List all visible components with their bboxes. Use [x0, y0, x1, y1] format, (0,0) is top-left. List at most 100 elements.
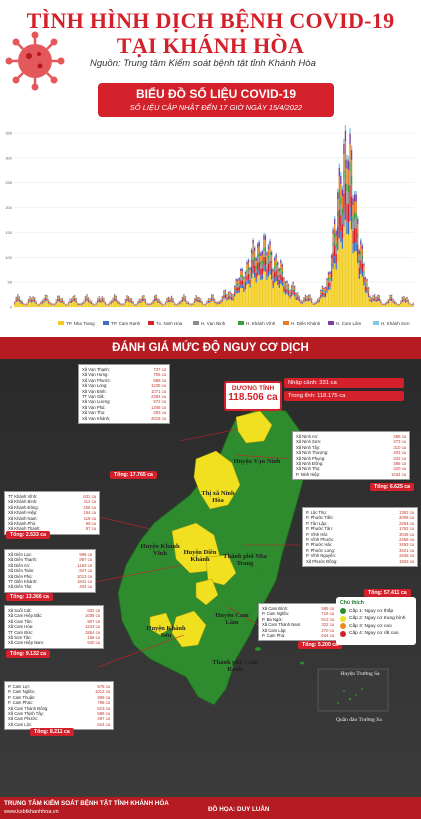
bar-segment: [87, 297, 90, 298]
ward-name: P. Cam Thuận:: [8, 694, 36, 700]
bar-segment: [223, 293, 225, 295]
bar-segment: [347, 184, 350, 193]
bar-segment: [329, 274, 331, 278]
bar-segment: [135, 305, 137, 307]
bar-segment: [326, 280, 328, 284]
bar-segment: [390, 299, 393, 301]
bar-segment: [44, 297, 47, 299]
bar-segment: [207, 298, 210, 300]
bar-segment: [197, 301, 199, 303]
ward-name: Xã Cam Thành Nam:: [262, 622, 302, 628]
bar-segment: [374, 299, 376, 301]
bar-segment: [278, 284, 280, 288]
bar-segment: [32, 296, 34, 298]
bar-segment: [21, 301, 24, 302]
bar-segment: [352, 198, 354, 206]
list-item: Xã Diên Tân: 404 ca: [8, 584, 92, 589]
bar-segment: [324, 291, 327, 294]
bar-segment: [272, 288, 274, 307]
bar-segment: [303, 302, 305, 307]
bar-segment: [18, 298, 20, 300]
bar-segment: [298, 301, 300, 307]
bar-segment: [55, 301, 57, 302]
bar-segment: [352, 194, 354, 199]
bar-segment: [380, 300, 382, 301]
y-tick-label: 150: [5, 230, 12, 235]
bar-segment: [158, 303, 160, 307]
bar-segment: [246, 280, 248, 285]
bar-segment: [87, 299, 90, 301]
bar-segment: [244, 271, 247, 274]
chart-legend-swatch: [58, 321, 64, 325]
bar-segment: [83, 303, 85, 304]
ward-name: P. Phước Tân:: [306, 526, 333, 532]
bar-segment: [412, 304, 414, 307]
bar-segment: [178, 304, 180, 307]
footer-site[interactable]: www.ksbtkhanhhoa.vn: [4, 809, 59, 815]
truongsa-box: [317, 668, 389, 712]
bar-segment: [374, 297, 376, 299]
list-item: Xã Khánh Bình: 112 ca: [8, 499, 96, 504]
bar-segment: [238, 279, 240, 283]
bar-segment: [97, 301, 99, 303]
bar-segment: [223, 294, 225, 296]
bar-segment: [266, 268, 268, 276]
bar-segment: [340, 175, 342, 185]
bar-segment: [183, 295, 185, 297]
bar-segment: [263, 239, 265, 248]
bar-segment: [29, 298, 31, 299]
bar-segment: [360, 268, 362, 275]
bar-segment: [269, 238, 271, 241]
bar-segment: [363, 266, 365, 271]
bar-segment: [298, 300, 300, 302]
bar-segment: [327, 278, 330, 280]
bar-segment: [395, 303, 397, 305]
bar-segment: [237, 281, 239, 284]
bar-segment: [301, 301, 304, 302]
bar-segment: [330, 263, 333, 267]
bar-segment: [220, 301, 222, 303]
bar-segment: [349, 221, 351, 307]
bar-segment: [278, 268, 280, 271]
bar-segment: [281, 262, 284, 265]
bar-segment: [224, 293, 227, 295]
ward-count: 523 ca: [97, 705, 110, 711]
bar-segment: [200, 302, 202, 307]
bar-segment: [390, 298, 393, 300]
bar-segment: [229, 298, 231, 300]
map-label-ninhhoa: Thị xã Ninh Hòa: [201, 490, 235, 504]
ward-count: 2264 ca: [399, 520, 414, 526]
bar-segment: [364, 279, 367, 283]
bar-segment: [283, 276, 285, 278]
bar-segment: [95, 303, 97, 305]
bar-segment: [366, 287, 368, 291]
bar-segment: [184, 298, 187, 300]
bar-segment: [46, 297, 48, 299]
bar-segment: [72, 300, 74, 302]
bar-segment: [184, 296, 187, 298]
ward-name: Xã Ninh Tây:: [296, 444, 321, 450]
bar-segment: [304, 297, 307, 299]
bar-segment: [340, 231, 342, 243]
ward-name: Xã Diên Thạnh:: [8, 557, 38, 563]
bar-segment: [267, 245, 270, 250]
bar-segment: [194, 300, 196, 302]
bar-segment: [337, 211, 339, 218]
ward-count: 1013 ca: [77, 573, 92, 579]
bar-segment: [210, 295, 213, 297]
bar-segment: [230, 299, 233, 301]
bar-segment: [250, 278, 253, 307]
bar-segment: [144, 303, 147, 307]
bar-segment: [70, 300, 73, 303]
bar-segment: [30, 297, 33, 299]
bar-segment: [101, 296, 104, 298]
ward-name: Xã Vạn Thạnh:: [82, 367, 110, 372]
bar-segment: [295, 293, 297, 294]
bar-segment: [97, 298, 99, 299]
ward-count: 3421 ca: [399, 547, 414, 553]
bar-segment: [361, 245, 364, 250]
bar-segment: [138, 299, 140, 301]
bar-segment: [332, 268, 334, 307]
bar-segment: [167, 297, 170, 299]
bar-segment: [192, 303, 194, 305]
